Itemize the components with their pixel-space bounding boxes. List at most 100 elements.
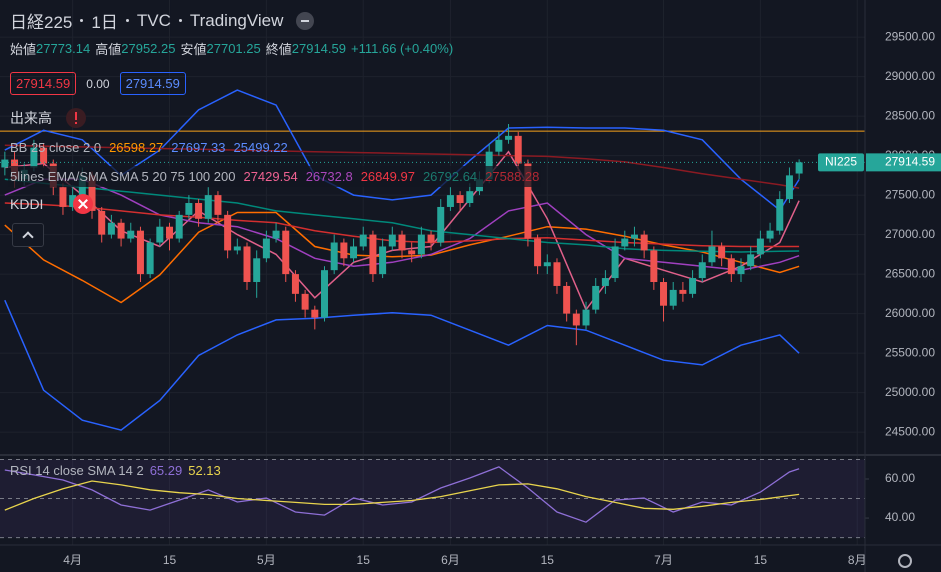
candle-body [640,234,648,251]
candle-body [466,191,474,204]
x-tick-label: 5月 [257,553,276,567]
ohlc-row: 始値 27773.14 高値 27952.25 安値 27701.25 終値 27914… [10,39,453,58]
y-tick-label: 40.00 [885,510,915,524]
candle-body [650,250,658,283]
rsi-sma-value: 52.13 [188,463,221,478]
open-value: 27773.14 [36,41,91,56]
candle-body [233,246,241,251]
y-tick-label: 27500.00 [885,187,935,201]
sma200: 27588.28 [485,169,540,184]
candle-body [136,230,144,275]
price-boxes: 27914.59 0.00 27914.59 [10,72,186,95]
sell-box[interactable]: 27914.59 [10,72,77,95]
candle-body [398,234,406,251]
low-label: 安値 [180,42,207,57]
indicator-line [4,299,800,431]
candle-body [514,135,522,164]
candle-body [311,309,319,318]
buy-box[interactable]: 27914.59 [119,72,186,95]
candle-body [592,285,600,310]
compare-symbol: KDDI [10,196,44,212]
x-tick-label: 15 [754,553,768,567]
symbol: 日経225 [10,13,73,32]
candle-body [107,222,115,235]
sma100: 26792.64 [422,169,478,184]
candle-body [611,246,619,279]
candle-body [156,226,164,243]
candle-body [204,195,212,219]
warning-icon[interactable] [66,108,86,128]
x-tick-label: 6月 [441,553,460,567]
sep [178,19,182,22]
candle-body [553,262,561,286]
settings-icon[interactable] [898,554,912,568]
candle-body [446,195,454,207]
candle-body [776,199,784,231]
candle-body [166,226,174,239]
candle-body [69,195,77,207]
y-tick-label: 60.00 [885,471,915,485]
y-tick-label: 28500.00 [885,108,935,122]
candle-body [524,163,532,239]
y-tick-label: 26000.00 [885,306,935,320]
candle-body [698,262,706,279]
high-value: 27952.25 [121,41,176,56]
candle-body [582,309,590,326]
source: TradingView [189,10,284,30]
candle-body [679,289,687,294]
candle-body [427,234,435,243]
y-tick-label: 25500.00 [885,345,935,359]
symbol-tag-label: NI225 [825,155,857,169]
candle-body [291,274,299,294]
candle-body [272,230,280,239]
candle-body [563,285,571,314]
candle-body [621,238,629,247]
symbol-tag [818,153,864,172]
candle-body [127,230,135,239]
bb-legend: BB 25 close 2 0 26598.27 27697.33 25499.… [10,140,288,155]
x-tick-label: 8月 [848,553,867,567]
bb-label: BB 25 close 2 0 [10,140,102,155]
candle-body [320,270,328,318]
x-tick-label: 15 [541,553,555,567]
candle-body [88,175,96,211]
y-tick-label: 26500.00 [885,266,935,280]
candle-body [785,175,793,200]
collapse-legend[interactable] [12,223,44,247]
candle-body [185,203,193,215]
y-tick-label: 29500.00 [885,29,935,43]
candle-body [117,222,125,239]
candle-body [330,242,338,271]
candle-body [505,135,513,140]
candle-body [718,246,726,259]
x-tick-label: 4月 [63,553,82,567]
change: +111.66 (+0.40%) [351,41,454,56]
candle-body [379,246,387,275]
collapse-button[interactable] [296,11,315,30]
rsi-line [4,480,800,511]
candle-body [669,289,677,306]
ma-label: 5lines EMA/SMA SMA 5 20 75 100 200 [10,169,236,184]
remove-icon[interactable] [73,194,94,214]
candle-body [369,234,377,275]
sma5: 27429.54 [243,169,298,184]
close-value: 27914.59 [291,41,346,56]
candle-body [572,313,580,326]
candle-body [146,242,154,275]
candle-body [756,238,764,255]
candle-body [495,139,503,152]
candle-body [282,230,290,275]
volume-row: 出来高 [10,108,86,128]
candle-body [175,214,183,239]
sep [80,19,84,22]
candle-body [301,293,309,310]
candle-body [737,266,745,275]
candle-body [727,258,735,275]
close-label: 終値 [265,42,292,57]
candle-body [601,278,609,286]
candle-body [214,195,222,215]
rsi-legend: RSI 14 close SMA 14 2 65.29 52.13 [10,463,221,478]
candle-body [660,282,668,306]
